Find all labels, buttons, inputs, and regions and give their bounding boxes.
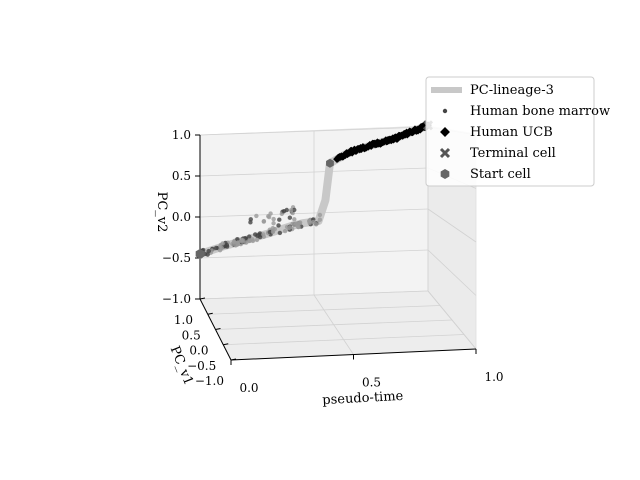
y-tick-mark [199,297,206,300]
legend-label: Human bone marrow [470,104,610,119]
legend-label: Terminal cell [470,146,556,161]
z-tick-label: −0.5 [162,251,191,265]
bone-marrow-point [261,232,266,237]
start-cell-marker [195,248,205,259]
plot-area [195,120,434,259]
bone-marrow-point [277,230,283,236]
axes: 1.00.50.0−0.5−1.01.00.50.0−0.5−1.0 0.0 0.5… [162,128,504,395]
bone-marrow-point [248,220,253,225]
bone-marrow-point [224,242,230,248]
bone-marrow-point [239,239,245,244]
legend-dot-swatch [442,108,448,114]
y-tick-mark [223,343,229,346]
bone-marrow-point [293,222,298,227]
grid-z-line-side [427,249,477,296]
bone-marrow-point [287,225,293,230]
bone-marrow-point [307,220,312,226]
legend-label: PC-lineage-3 [470,83,554,98]
bone-marrow-point [311,219,316,225]
grid-floor-depth-line [223,334,465,346]
y-tick-mark [207,312,213,315]
bone-marrow-point [261,219,267,224]
bone-marrow-point [268,211,273,216]
bone-marrow-point [206,248,211,254]
bone-marrow-point [219,245,224,251]
bone-marrow-point [254,237,260,243]
grid-floor-depth-line [215,319,453,330]
z-tick-label: −1.0 [162,292,191,306]
bone-marrow-point [282,228,288,234]
bone-marrow-point [236,240,241,245]
bone-marrow-point [317,212,323,218]
y-tick-label: 0.0 [189,344,208,358]
x-tick-label: 0.5 [362,376,381,390]
bone-marrow-point [213,245,219,251]
x-tick-label: 0.0 [239,381,258,395]
bone-marrow-point [287,215,293,220]
legend-label: Start cell [470,167,531,182]
y-tick-label: −0.5 [187,359,216,373]
bone-marrow-point [205,252,210,257]
bone-marrow-point [277,217,282,222]
y-tick-label: −1.0 [195,374,224,388]
bone-marrow-point [276,223,281,228]
bone-marrow-point [232,239,237,245]
bone-marrow-point [254,213,259,219]
z-tick-label: 0.0 [172,210,191,224]
bone-marrow-point [281,209,287,214]
legend: PC-lineage-3 Human bone marrow Human UCB Te… [425,76,610,187]
bone-marrow-point [250,238,256,244]
bone-marrow-point [247,234,252,239]
legend-hexagon-swatch [440,169,450,179]
legend-label: Human UCB [470,125,553,140]
bone-marrow-point [296,224,301,230]
bone-marrow-point [257,231,263,236]
bone-marrow-point [271,216,276,222]
bone-marrow-point [266,214,272,220]
x-tick-label: 1.0 [484,370,503,384]
floor [199,290,477,361]
legend-diamond-swatch [440,127,450,137]
bone-marrow-point [271,221,276,226]
start-cell-marker [326,158,334,168]
z-tick-label: 0.5 [172,169,191,183]
bone-marrow-point [270,225,276,231]
bone-marrow-point [292,217,297,222]
legend-x-swatch [439,147,451,159]
bone-marrow-point [220,241,225,246]
bone-marrow-point [317,217,323,222]
bone-marrow-point [257,234,263,240]
grid-lines [199,126,477,361]
bone-marrow-point [297,221,302,226]
z-tick-label: 1.0 [172,128,191,142]
legend-box [425,76,595,187]
x-axis-label: pseudo-time [322,389,404,408]
bone-marrow-point [243,240,249,245]
z-axis-label: PC_v2 [154,192,169,233]
y-tick-mark [215,328,221,330]
grid-z-line-side [427,208,477,243]
y-tick-mark [230,358,237,361]
bone-marrow-point [270,229,276,235]
y-tick-label: 0.5 [182,328,201,342]
y-tick-label: 1.0 [174,313,193,327]
grid-floor-depth-line [207,305,441,315]
bone-marrow-point [288,207,294,213]
